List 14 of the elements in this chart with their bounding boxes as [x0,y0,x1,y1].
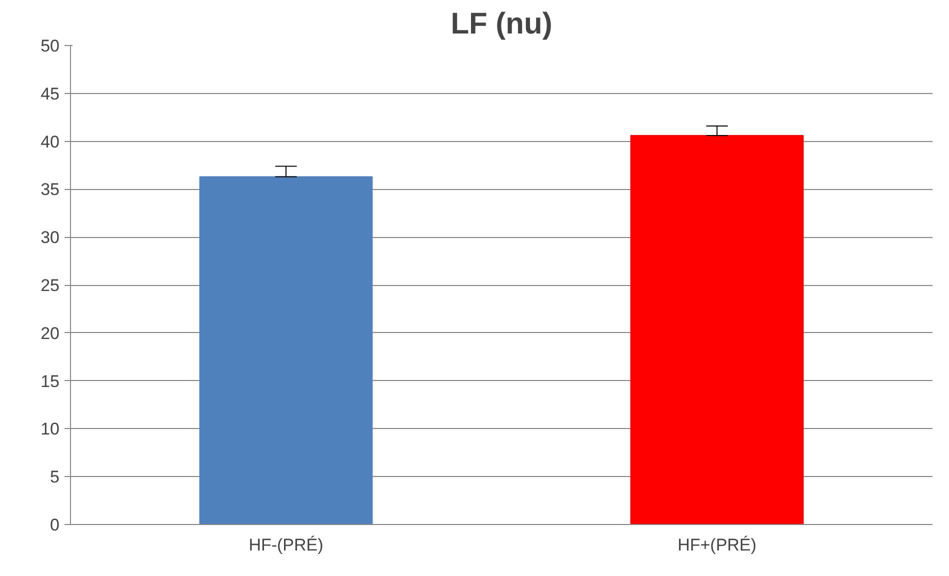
y-tick-label: 15 [40,372,60,391]
y-tick-label: 5 [50,468,60,487]
y-tick-label: 40 [40,132,60,152]
x-tick-label: HF+(PRÉ) [678,536,756,554]
y-tick-label: 10 [40,420,60,439]
y-tick-label: 50 [40,36,60,56]
y-tick-label: 25 [40,276,60,295]
x-tick-label: HF-(PRÉ) [248,536,324,554]
y-tick-label: 20 [40,324,60,343]
y-tick-label: 0 [50,516,60,534]
y-tick-label: 45 [40,84,60,104]
y-tick-label: 30 [40,228,60,248]
chart-title: LF (nu) [450,8,552,40]
y-tick-label: 35 [40,180,60,200]
